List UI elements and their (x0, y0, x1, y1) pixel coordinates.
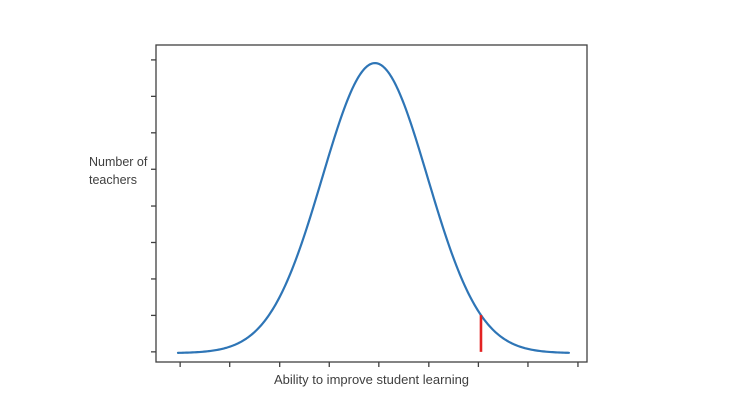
x-axis-label: Ability to improve student learning (273, 372, 470, 387)
y-axis-label: Number of teachers (89, 155, 148, 187)
bell-curve-line (176, 61, 570, 354)
axis-box (155, 44, 588, 363)
